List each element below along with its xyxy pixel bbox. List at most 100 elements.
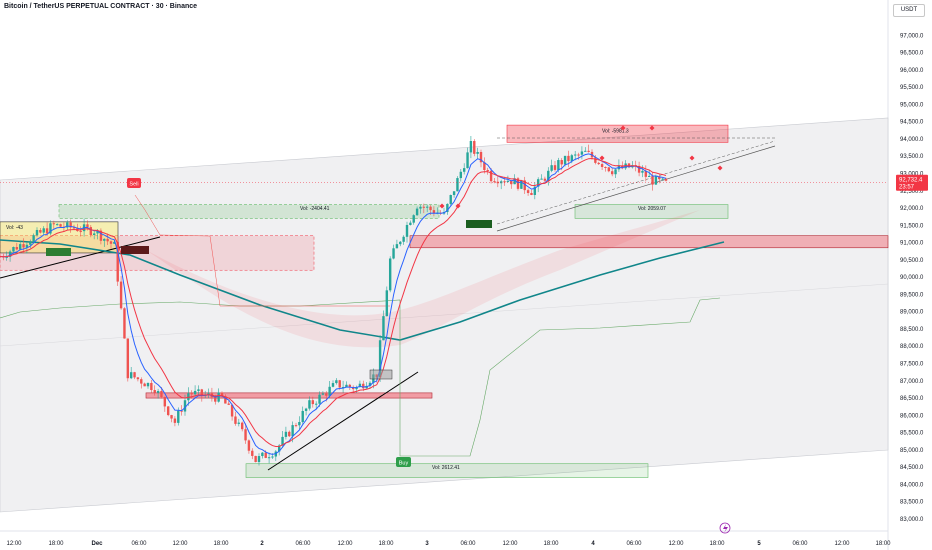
y-tick-label: 95,000.0 xyxy=(900,102,924,108)
demand-zone-left xyxy=(58,204,440,219)
candle-body xyxy=(540,178,543,180)
x-tick-label: 06:00 xyxy=(792,541,808,547)
x-tick-label: 12:00 xyxy=(172,541,188,547)
price-axis-panel xyxy=(888,0,932,550)
candle-body xyxy=(510,180,513,185)
buy-label: Buy xyxy=(399,461,409,467)
signal-diamond xyxy=(649,125,655,131)
candle-body xyxy=(335,380,338,384)
vol-label-small: Vol: -43 xyxy=(6,225,23,231)
x-tick-label: 18:00 xyxy=(875,541,891,547)
candle-body xyxy=(153,390,156,393)
candle-body xyxy=(533,186,537,195)
candle-body xyxy=(109,241,113,244)
wedge-line-lower xyxy=(496,145,776,232)
signal-diamond xyxy=(439,203,445,209)
candle-body xyxy=(382,316,385,341)
y-tick-label: 88,000.0 xyxy=(900,344,924,350)
candle-body xyxy=(244,429,247,441)
candle-body xyxy=(388,258,392,291)
candle-body xyxy=(39,229,42,233)
candle-body xyxy=(183,400,187,412)
vol-label-bottom: Vol: 2612.41 xyxy=(432,465,460,471)
candle-body xyxy=(402,236,405,242)
y-tick-label: 84,500.0 xyxy=(900,465,924,471)
candle-body xyxy=(314,403,318,405)
candle-body xyxy=(550,165,553,171)
candle-body xyxy=(395,244,399,249)
candle-body xyxy=(8,251,12,257)
currency-badge[interactable]: USDT xyxy=(893,4,925,17)
candle-body xyxy=(573,154,577,156)
x-tick-label: 12:00 xyxy=(502,541,518,547)
y-tick-label: 83,000.0 xyxy=(900,517,924,523)
candle-body xyxy=(230,404,234,417)
candle-body xyxy=(520,180,523,189)
candle-body xyxy=(220,392,224,397)
x-tick-label: 2 xyxy=(260,541,264,547)
candle-body xyxy=(113,241,116,244)
x-tick-label: 12:00 xyxy=(834,541,850,547)
x-tick-label: 18:00 xyxy=(213,541,229,547)
candle-body xyxy=(103,238,106,241)
candle-body xyxy=(462,168,466,172)
candle-body xyxy=(52,223,56,225)
candle-body xyxy=(378,340,382,378)
y-tick-label: 86,500.0 xyxy=(900,396,924,402)
candle-body xyxy=(32,235,35,243)
candle-body xyxy=(513,178,516,185)
candle-body xyxy=(489,170,493,182)
candle-body xyxy=(214,397,217,402)
candle-body xyxy=(59,224,62,227)
candle-body xyxy=(483,162,486,170)
candle-body xyxy=(627,163,631,168)
candle-body xyxy=(637,165,641,173)
candle-body xyxy=(146,382,150,387)
candle-body xyxy=(479,151,483,163)
x-tick-label: 06:00 xyxy=(295,541,311,547)
candle-body xyxy=(392,248,395,259)
candle-body xyxy=(207,393,210,395)
chart-title: Bitcoin / TetherUS PERPETUAL CONTRACT · … xyxy=(4,3,198,10)
y-tick-label: 94,500.0 xyxy=(900,120,924,126)
candle-body xyxy=(607,167,611,172)
y-tick-label: 85,000.0 xyxy=(900,448,924,454)
y-tick-label: 90,500.0 xyxy=(900,258,924,264)
candle-body xyxy=(516,178,520,189)
candle-body xyxy=(79,231,82,233)
y-tick-label: 86,000.0 xyxy=(900,413,924,419)
candle-body xyxy=(368,382,372,386)
candle-body xyxy=(247,440,251,451)
candle-body xyxy=(251,450,254,456)
x-tick-label: 3 xyxy=(425,541,429,547)
candle-body xyxy=(166,406,170,416)
vol-label-right: Vol: 2059.07 xyxy=(638,206,666,212)
candle-body xyxy=(55,224,59,226)
zones-layer xyxy=(0,124,889,478)
candle-body xyxy=(499,181,503,184)
candle-body xyxy=(476,151,479,154)
trailing-stop-line xyxy=(0,297,721,457)
candle-body xyxy=(294,425,298,427)
candle-body xyxy=(281,436,284,446)
candle-body xyxy=(173,418,177,423)
candle-body xyxy=(136,377,140,380)
candle-body xyxy=(92,233,96,235)
candle-body xyxy=(240,422,244,430)
vol-label-left: Vol: -2404.41 xyxy=(300,206,330,212)
candle-body xyxy=(536,179,540,187)
y-tick-label: 87,000.0 xyxy=(900,379,924,385)
y-tick-label: 89,000.0 xyxy=(900,310,924,316)
candle-body xyxy=(432,210,436,214)
candle-body xyxy=(193,390,197,395)
x-tick-label: 12:00 xyxy=(668,541,684,547)
buy-marker xyxy=(396,457,411,467)
candle-body xyxy=(277,445,281,452)
candle-body xyxy=(526,190,530,193)
candle-body xyxy=(12,247,15,252)
x-tick-label: 06:00 xyxy=(131,541,147,547)
candle-body xyxy=(66,222,69,228)
candle-body xyxy=(321,393,325,395)
